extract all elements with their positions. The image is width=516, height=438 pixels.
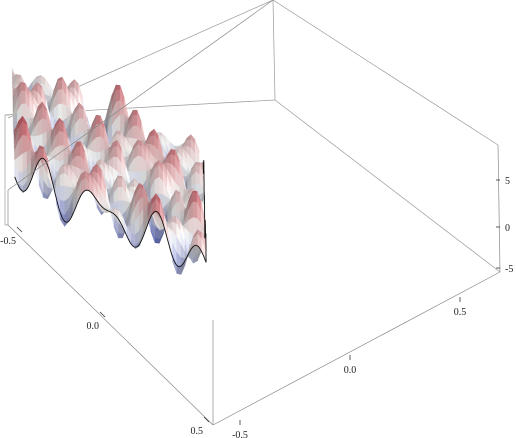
box-back-edge	[275, 100, 500, 272]
axis-ticks: -0.5 0.0 0.5 -0.5 0.0 0.5 -5 0 5	[0, 176, 513, 438]
surface-patch	[113, 146, 117, 158]
z-tick-label: 5	[505, 176, 510, 187]
surface-patch	[60, 146, 64, 162]
surface-patch	[138, 144, 142, 157]
box-back-edge	[273, 0, 498, 145]
surface-patch	[116, 85, 120, 90]
surface-patch	[58, 89, 62, 105]
surface-patch	[21, 83, 25, 91]
tick-mark	[204, 417, 209, 422]
surface-patch	[118, 187, 122, 201]
surface-patch	[96, 124, 100, 138]
tick-mark	[100, 312, 105, 317]
y-tick-label: 0.0	[344, 365, 357, 376]
y-tick-label: 0.5	[454, 307, 467, 318]
surface-patch	[23, 135, 27, 154]
surface-patch	[138, 156, 142, 172]
surface-patch	[101, 137, 105, 152]
x-tick-label: 0.0	[87, 321, 100, 332]
surface-patch	[133, 115, 137, 126]
box-back-edge	[273, 0, 275, 100]
surface-patch	[193, 193, 197, 203]
surface-patch	[155, 177, 159, 196]
surface-patch	[60, 173, 64, 187]
surface-patch	[19, 154, 23, 173]
surface-patch	[118, 178, 122, 187]
surface-patch	[60, 186, 64, 201]
surface-patch	[21, 91, 25, 105]
surface-patch	[96, 116, 100, 125]
tick-mark	[17, 227, 22, 232]
surface	[12, 67, 206, 275]
box-front-edge	[498, 145, 500, 272]
surface-patch	[58, 80, 62, 91]
x-tick-label: 0.5	[191, 426, 204, 437]
surface-patch	[38, 119, 42, 136]
surface-patch	[193, 202, 197, 218]
z-tick-label: -5	[505, 264, 513, 275]
x-tick-label: -0.5	[0, 236, 16, 247]
surface-patch	[60, 131, 64, 146]
surface-patch	[43, 119, 47, 134]
surface-patch	[77, 146, 81, 156]
z-tick-label: 0	[505, 223, 510, 234]
y-tick-label: -0.5	[232, 430, 248, 438]
surface-patch	[96, 137, 100, 153]
surface-patch	[133, 126, 137, 139]
box-front-edge	[213, 272, 500, 425]
surface-patch	[133, 110, 137, 115]
